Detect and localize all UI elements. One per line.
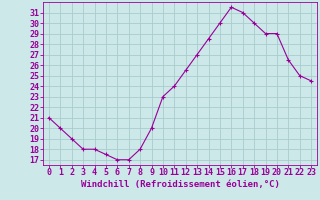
X-axis label: Windchill (Refroidissement éolien,°C): Windchill (Refroidissement éolien,°C) xyxy=(81,180,279,189)
